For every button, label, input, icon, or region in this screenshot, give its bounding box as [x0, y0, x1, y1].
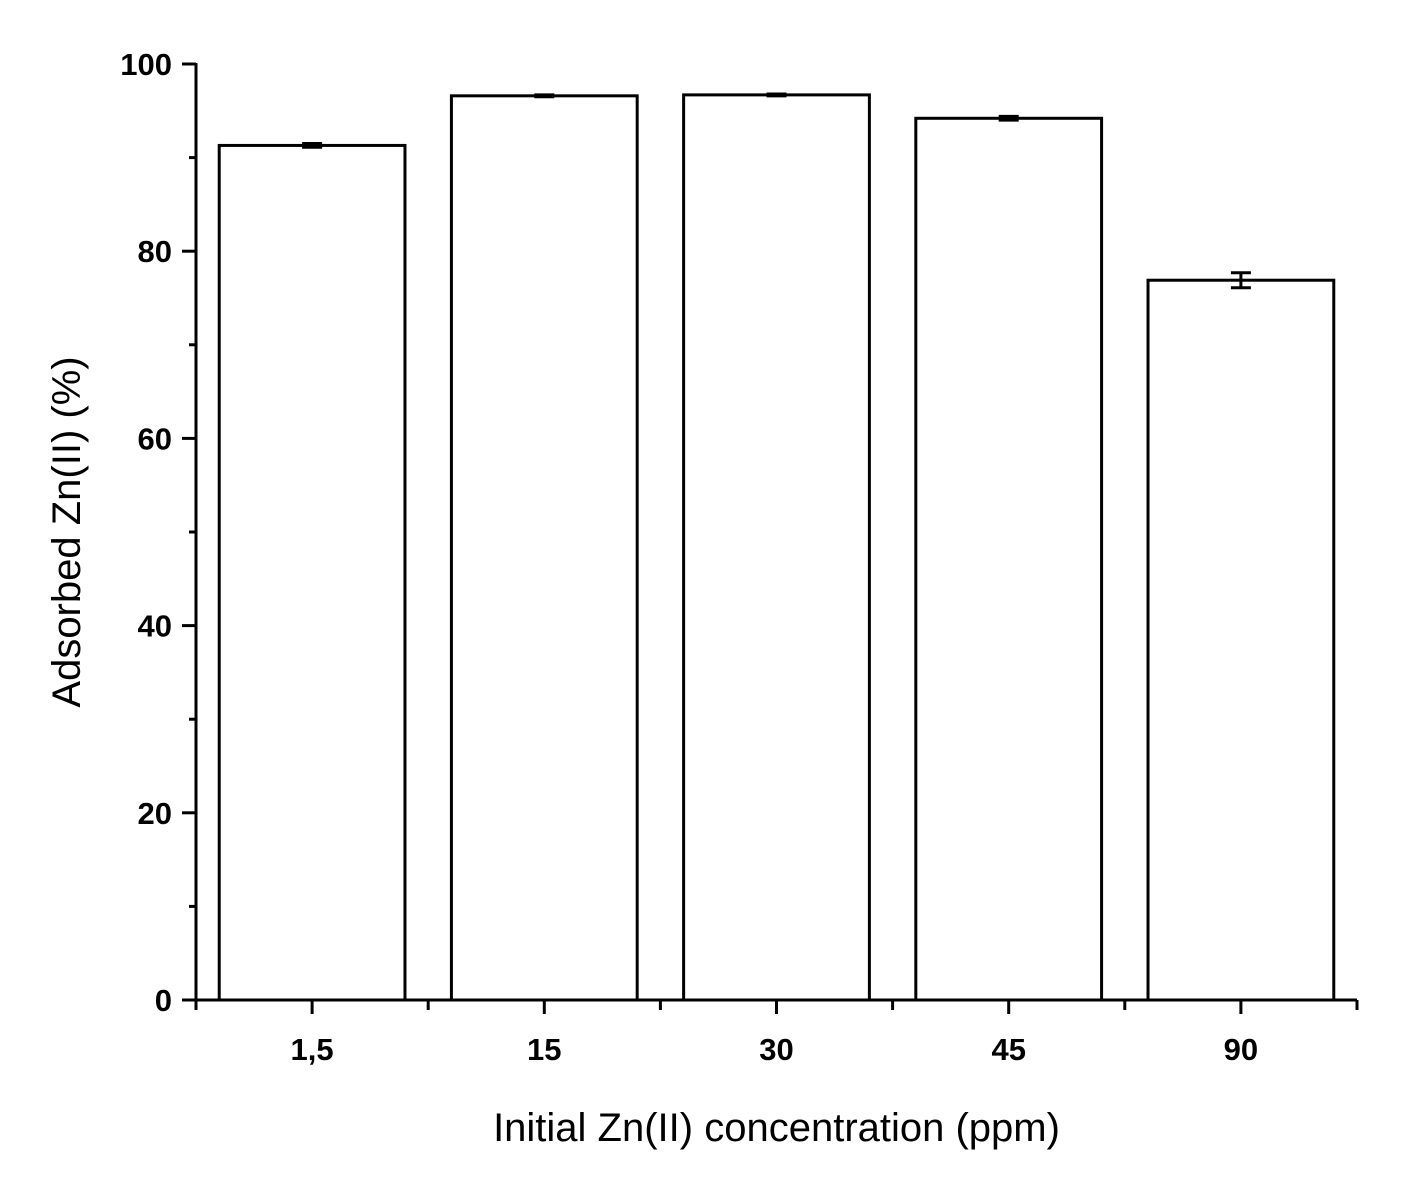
error-bar: [766, 92, 787, 98]
x-ticks-group: 1,5 15 30 45 90: [194, 1000, 1359, 1067]
x-tick-label: 15: [527, 1032, 561, 1067]
y-axis-title: Adsorbed Zn(II) (%): [45, 356, 89, 707]
y-tick-label: 40: [138, 609, 172, 644]
x-axis-title: Initial Zn(II) concentration (ppm): [493, 1106, 1060, 1150]
bar-1-5: [217, 143, 407, 1002]
x-tick-label: 90: [1224, 1032, 1258, 1067]
x-tick-label: 45: [991, 1032, 1025, 1067]
y-tick-label: 60: [138, 421, 172, 456]
y-tick-label: 0: [155, 983, 172, 1018]
error-bar: [302, 142, 323, 149]
x-tick-label: 1,5: [291, 1032, 334, 1067]
y-tick-label: 20: [138, 796, 172, 831]
error-bar: [534, 93, 555, 99]
error-bar: [1230, 271, 1251, 290]
bars-group: [217, 93, 1336, 1002]
bar-45: [914, 116, 1104, 1002]
bar-30: [682, 93, 871, 1002]
error-bar: [998, 114, 1019, 122]
x-tick-label: 30: [759, 1032, 793, 1067]
y-tick-label: 100: [120, 47, 172, 82]
bar-90: [1146, 278, 1336, 1002]
y-tick-label: 80: [138, 234, 172, 269]
error-bars-group: [302, 92, 1251, 290]
y-ticks-group: 0 20 40 60 80 100: [120, 47, 196, 1018]
bar-15: [449, 94, 639, 1002]
